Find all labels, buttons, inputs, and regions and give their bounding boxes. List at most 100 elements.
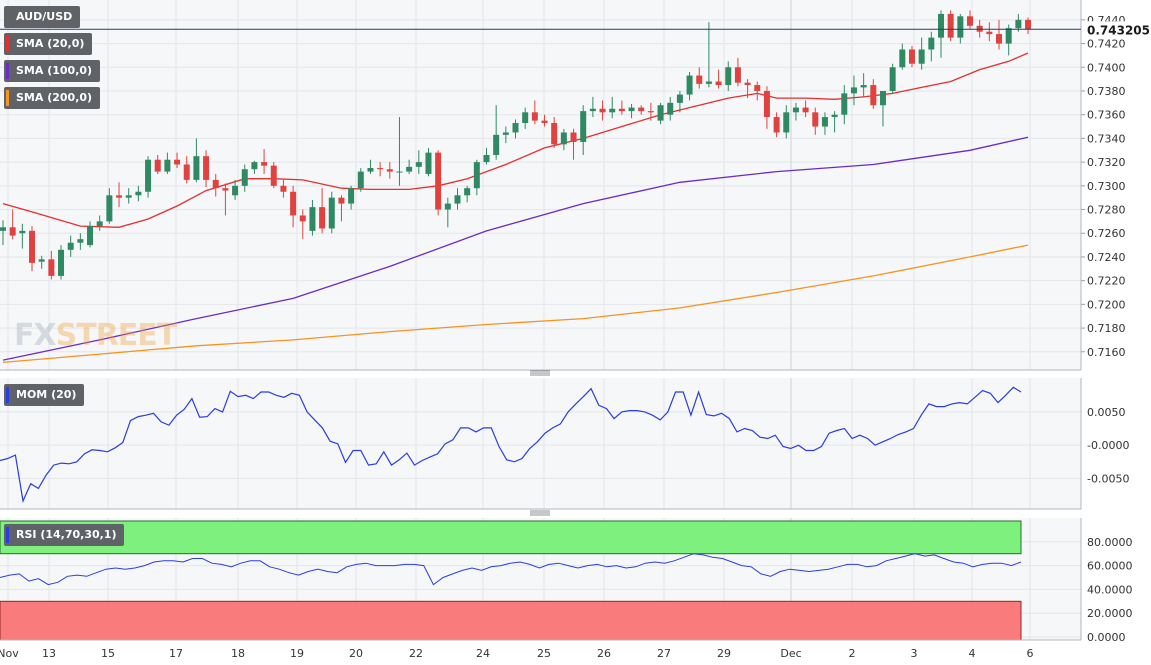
candle [174,152,181,169]
candle [212,173,219,197]
candle-body [261,162,268,166]
candle [270,162,277,189]
candle [928,31,935,62]
candle-body [473,162,480,189]
candle-body [212,179,219,189]
x-tick-label: 27 [657,647,671,660]
candle-body [783,112,790,133]
candle [773,112,780,138]
candle [493,105,500,160]
candle-body [1025,19,1032,30]
y-tick-label-main: 0.7320 [1087,156,1126,169]
y-tick-label-main: 0.7280 [1087,204,1126,217]
candle-body [145,159,152,192]
candle-body [357,171,364,189]
candle-body [415,162,422,167]
candle-body [1005,28,1012,44]
candle [338,195,345,222]
rsi-name: RSI (14,70,30,1) [16,528,117,541]
candle-body [154,159,161,172]
candle [647,102,654,121]
candle [686,72,693,101]
candle-body [396,171,403,173]
instrument-label[interactable]: AUD/USD [4,6,81,28]
candle [328,191,335,234]
candle [967,10,973,30]
candle-body [164,159,171,172]
candle [9,209,16,240]
candle-body [377,168,384,170]
candle-body [58,249,65,276]
sma20-label[interactable]: SMA (20,0) [4,33,93,55]
candle [251,160,258,174]
candle [599,100,606,121]
candle-body [348,188,355,204]
current-price-tag [1083,21,1141,38]
candle [415,150,422,174]
candle-body [541,120,548,123]
candle-body [367,168,374,172]
candle-body [522,112,529,123]
candle [135,185,142,202]
x-tick-label: 3 [911,647,918,660]
x-tick-label: 18 [231,647,245,660]
candle-body [686,75,693,95]
mom-line [0,386,1022,504]
candle-body [338,197,345,204]
candle [792,102,799,121]
y-tick-label-main: 0.7160 [1087,346,1126,359]
candle [580,105,587,155]
candle-body [947,13,954,38]
axes: 0.74400.74200.74000.73800.73600.73400.73… [0,0,1133,660]
candle [812,107,819,135]
candle [261,149,268,174]
candle [754,81,761,101]
candle-body [203,156,210,180]
candle-body [725,67,732,86]
sma200-label[interactable]: SMA (200,0) [4,87,101,109]
candle-body [908,49,915,64]
candle-body [454,195,461,204]
candle [628,104,635,119]
candle [96,215,103,231]
candle [541,114,548,127]
candle [454,188,461,210]
current-price-value: 0.743205 [1087,23,1150,37]
candle-body [328,197,335,229]
panel-resize-handles[interactable] [530,370,550,516]
candle-body [821,117,828,127]
candle [386,162,393,179]
mom-label[interactable]: MOM (20) [4,384,85,406]
rsi-label[interactable]: RSI (14,70,30,1) [4,524,125,546]
candle [203,150,210,187]
candle [512,119,519,139]
candle-body [676,94,683,103]
candle [309,200,316,236]
rsi-oversold-band [0,600,1022,641]
candle-body [251,162,258,170]
y-tick-label-main: 0.7240 [1087,251,1126,264]
candle-body [937,13,944,38]
candle [850,75,857,106]
candle [241,164,248,192]
candle [348,185,355,210]
candle [319,188,326,234]
candle-body [879,90,886,106]
candle [58,245,65,280]
candle-body [870,85,877,106]
candle [0,220,6,246]
candle [725,61,732,91]
candle-body [899,49,906,68]
candle-body [512,122,519,133]
candle [193,138,200,183]
candle [125,188,132,204]
rsi-bands [0,520,1022,641]
candle-body [841,93,848,115]
candle [986,22,993,42]
candle [908,45,915,68]
instrument-name: AUD/USD [16,10,73,23]
candle-body [792,107,799,113]
candle-body [551,122,558,145]
x-tick-label: 4 [969,647,976,660]
sma100-label[interactable]: SMA (100,0) [4,60,101,82]
